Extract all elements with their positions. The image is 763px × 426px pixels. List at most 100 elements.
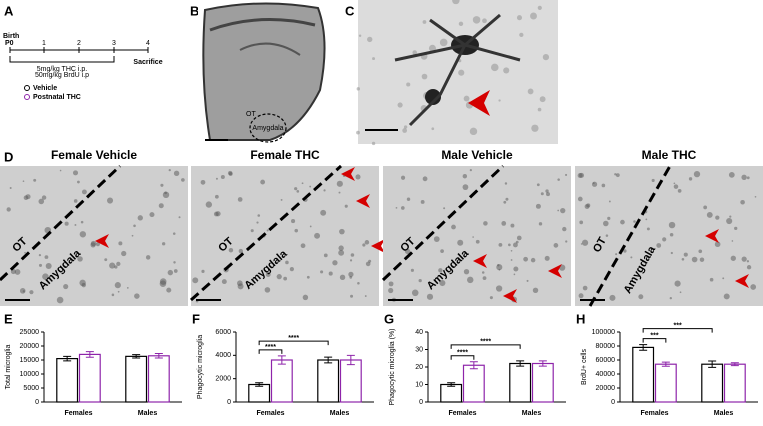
texture xyxy=(355,174,361,180)
texture xyxy=(77,180,80,184)
bar xyxy=(509,362,532,403)
texture xyxy=(722,277,725,280)
brain-section xyxy=(202,2,326,141)
texture xyxy=(530,12,537,20)
texture xyxy=(220,175,225,179)
texture xyxy=(681,257,685,261)
texture xyxy=(428,44,436,52)
error-bar xyxy=(154,353,163,359)
process xyxy=(464,13,501,47)
texture xyxy=(740,199,745,205)
texture xyxy=(673,184,679,189)
y-tick-label: 80000 xyxy=(596,343,616,350)
texture xyxy=(250,229,254,233)
texture xyxy=(582,285,588,291)
x-tick-label: Females xyxy=(64,410,92,417)
texture xyxy=(320,209,327,216)
panel-label: F xyxy=(192,311,200,326)
y-tick-label: 30 xyxy=(415,346,423,353)
texture xyxy=(256,221,259,224)
texture xyxy=(510,259,513,261)
panel-b-image: OT Amygdala xyxy=(198,2,333,144)
texture xyxy=(605,234,609,237)
texture xyxy=(431,127,435,131)
error-bar xyxy=(516,360,525,367)
texture xyxy=(332,260,338,266)
x-tick-label: Males xyxy=(714,410,734,417)
x-tick-label: Females xyxy=(448,410,476,417)
texture xyxy=(350,253,355,257)
texture xyxy=(338,249,345,256)
texture xyxy=(339,274,346,281)
texture xyxy=(309,225,312,228)
texture xyxy=(357,282,360,285)
texture xyxy=(523,256,529,262)
texture xyxy=(565,240,568,243)
legend-marker xyxy=(24,94,30,100)
image-label: Amygdala xyxy=(252,125,283,132)
texture xyxy=(289,267,294,272)
texture xyxy=(498,243,503,247)
texture xyxy=(601,183,606,188)
process xyxy=(429,18,466,47)
texture xyxy=(512,242,518,248)
texture xyxy=(192,277,199,284)
texture xyxy=(372,57,376,61)
timeline-label: Birth xyxy=(3,33,19,40)
texture xyxy=(109,262,116,269)
texture xyxy=(530,257,536,263)
texture xyxy=(22,180,25,183)
bar xyxy=(632,346,655,403)
texture xyxy=(276,274,282,280)
significance-label: **** xyxy=(265,344,276,351)
texture xyxy=(227,170,233,176)
bar xyxy=(78,353,101,403)
y-tick-label: 0 xyxy=(611,399,615,406)
image-bg xyxy=(383,166,571,306)
brain-cortex xyxy=(209,18,316,32)
texture xyxy=(364,295,367,297)
texture xyxy=(296,189,300,193)
texture xyxy=(614,173,617,176)
significance-label: *** xyxy=(650,332,658,339)
texture xyxy=(669,296,672,300)
error-bar xyxy=(255,382,264,387)
arrowhead xyxy=(468,90,490,116)
texture xyxy=(300,243,306,249)
error-bar xyxy=(277,355,286,365)
texture xyxy=(106,197,114,204)
texture xyxy=(560,207,566,214)
texture xyxy=(63,283,69,290)
y-tick-label: 40000 xyxy=(596,371,616,378)
texture xyxy=(238,248,244,254)
image-bg xyxy=(191,166,379,306)
texture xyxy=(731,240,734,242)
bar xyxy=(270,359,293,403)
texture xyxy=(491,63,499,72)
bar xyxy=(56,358,79,403)
texture xyxy=(9,186,12,189)
texture xyxy=(693,170,701,178)
image-header: Male THC xyxy=(642,148,697,162)
texture xyxy=(402,128,408,133)
texture xyxy=(510,223,515,228)
significance-bracket xyxy=(258,340,329,346)
texture xyxy=(306,275,310,279)
texture xyxy=(201,269,205,273)
texture xyxy=(433,236,440,242)
texture xyxy=(56,296,64,304)
texture xyxy=(469,127,478,136)
texture xyxy=(557,178,560,181)
bar xyxy=(701,363,724,403)
panel-label: E xyxy=(4,311,13,326)
texture xyxy=(536,183,540,187)
texture xyxy=(615,253,618,256)
texture xyxy=(457,239,464,246)
texture xyxy=(45,263,52,270)
texture xyxy=(729,215,732,218)
timeline-day: 2 xyxy=(77,40,81,47)
texture xyxy=(603,220,609,227)
texture xyxy=(367,36,373,43)
texture xyxy=(537,107,542,112)
